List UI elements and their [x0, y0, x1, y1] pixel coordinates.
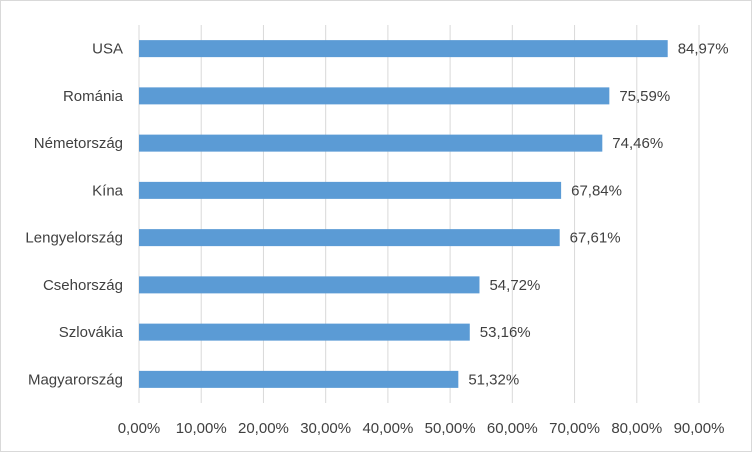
bar: [139, 181, 562, 199]
category-label: USA: [92, 41, 123, 58]
x-axis-tick-labels: 0,00% 10,00% 20,00% 30,00% 40,00% 50,00% 60,00…: [118, 420, 725, 437]
category-label: Románia: [63, 88, 124, 105]
category-label: Németország: [34, 135, 123, 152]
category-label: Lengyelország: [25, 230, 123, 247]
bars: [139, 40, 668, 388]
x-tick-label: 40,00%: [362, 420, 413, 437]
data-label: 84,97%: [678, 41, 729, 58]
category-label: Kína: [92, 182, 124, 199]
x-tick-label: 10,00%: [176, 420, 227, 437]
gridlines: [138, 25, 700, 403]
x-tick-label: 60,00%: [487, 420, 538, 437]
category-labels: USA Románia Németország Kína Lengyelország Cs…: [25, 41, 123, 389]
data-label: 51,32%: [468, 371, 519, 388]
data-label: 53,16%: [480, 324, 531, 341]
bar: [139, 276, 480, 294]
x-tick-label: 0,00%: [118, 420, 161, 437]
x-tick-label: 80,00%: [611, 420, 662, 437]
x-tick-label: 50,00%: [425, 420, 476, 437]
category-label: Csehország: [43, 277, 123, 294]
x-tick-label: 70,00%: [549, 420, 600, 437]
data-label: 67,84%: [571, 182, 622, 199]
data-label: 75,59%: [619, 88, 670, 105]
bar: [139, 134, 603, 152]
bar: [139, 87, 610, 105]
bar: [139, 323, 470, 341]
data-labels: 84,97% 75,59% 74,46% 67,84% 67,61% 54,72% 53,1…: [468, 41, 728, 389]
data-label: 74,46%: [612, 135, 663, 152]
data-label: 54,72%: [489, 277, 540, 294]
data-label: 67,61%: [570, 230, 621, 247]
bar: [139, 370, 459, 388]
category-label: Szlovákia: [59, 324, 124, 341]
x-tick-label: 30,00%: [300, 420, 351, 437]
bar: [139, 229, 560, 247]
bar: [139, 40, 668, 58]
category-label: Magyarország: [28, 371, 123, 388]
x-tick-label: 90,00%: [674, 420, 725, 437]
x-tick-label: 20,00%: [238, 420, 289, 437]
